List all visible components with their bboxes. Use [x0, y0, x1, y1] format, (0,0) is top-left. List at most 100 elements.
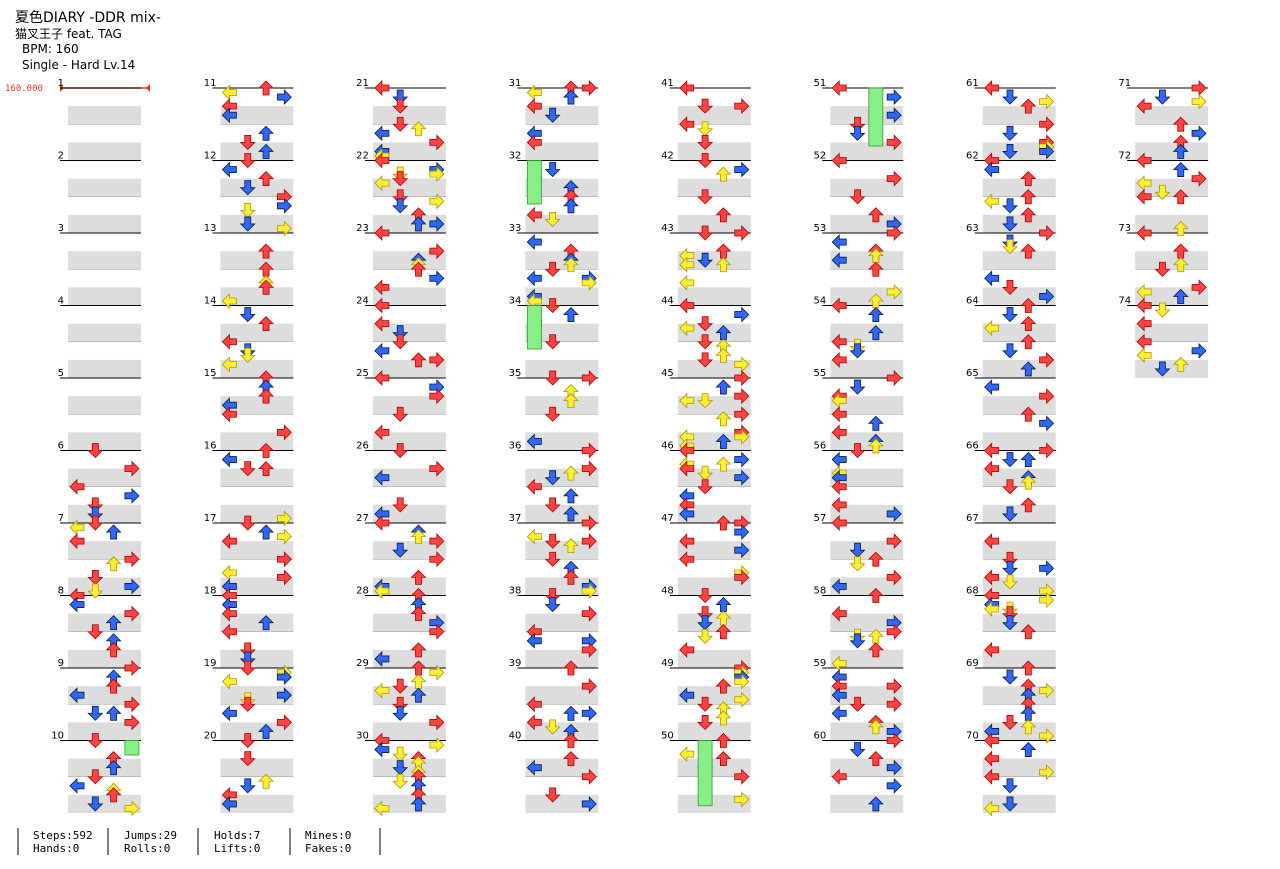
beat-stripe [982, 396, 1056, 415]
arrow [831, 80, 847, 96]
arrow [374, 515, 390, 531]
measure-number: 20 [204, 731, 217, 742]
arrow [392, 198, 409, 214]
measure-number: 29 [356, 658, 369, 669]
arrow [87, 497, 104, 513]
arrow [221, 356, 237, 373]
arrow [697, 465, 714, 481]
measure-number: 72 [1118, 151, 1131, 162]
arrow [734, 225, 750, 241]
arrow [87, 624, 104, 640]
arrow [276, 687, 292, 704]
arrow [544, 107, 561, 123]
beat-stripe [677, 722, 751, 741]
beat-stripe [677, 758, 751, 777]
arrow [831, 768, 847, 785]
beat-stripe [68, 613, 141, 632]
beat-stripe [830, 287, 904, 306]
beat-stripe [525, 323, 599, 342]
arrow [374, 152, 390, 169]
measure-number: 28 [356, 586, 369, 597]
arrow [239, 778, 256, 794]
arrow [276, 424, 292, 441]
arrow [831, 252, 847, 269]
arrow [1020, 334, 1037, 350]
arrow [831, 234, 847, 251]
stat: Jumps:29 [124, 829, 177, 842]
beat-stripe [68, 794, 141, 813]
arrow [734, 451, 750, 468]
arrow [562, 705, 579, 721]
arrow [374, 583, 390, 599]
arrow [886, 732, 902, 749]
beat-stripe [677, 396, 751, 415]
arrow [849, 542, 866, 558]
arrow [1002, 343, 1018, 359]
arrow [1020, 316, 1037, 332]
arrow [392, 89, 409, 105]
measure-number: 10 [51, 731, 64, 742]
arrow [734, 569, 750, 586]
beat-stripe [68, 359, 141, 378]
arrow [105, 615, 122, 631]
arrow [429, 351, 445, 368]
measure-number: 7 [58, 513, 64, 524]
arrow [544, 298, 561, 314]
arrow [69, 533, 85, 550]
measure-number: 8 [58, 586, 64, 597]
beat-stripe [68, 323, 141, 342]
arrow [239, 696, 256, 712]
measure-number: 31 [509, 78, 522, 89]
measure-number: 42 [661, 151, 674, 162]
arrow [886, 107, 902, 124]
arrow [867, 261, 884, 277]
arrow [886, 623, 902, 640]
arrow [984, 379, 1000, 396]
beat-stripe [220, 396, 294, 415]
beat-stripe [525, 359, 599, 378]
arrow [1136, 152, 1152, 169]
arrow [867, 325, 884, 341]
measure-number: 49 [661, 658, 674, 669]
arrow [734, 428, 750, 445]
arrow [831, 351, 847, 368]
measure-number: 39 [509, 658, 522, 669]
arrow [581, 274, 597, 291]
arrow [679, 746, 695, 763]
beat-stripe [677, 178, 751, 197]
stat: Fakes:0 [305, 842, 351, 855]
arrow [1002, 551, 1018, 567]
measure-number: 35 [509, 368, 522, 379]
measure-number: 6 [58, 441, 64, 452]
beat-stripe [830, 758, 904, 777]
beat-stripe [68, 106, 141, 125]
arrow [124, 696, 140, 713]
arrow [124, 460, 140, 477]
arrow [544, 334, 561, 350]
arrow [392, 773, 409, 789]
hold [526, 160, 542, 205]
arrow [715, 379, 732, 395]
arrow [734, 691, 750, 708]
arrow [867, 551, 884, 567]
arrow [124, 578, 140, 595]
measure-number: 36 [509, 441, 522, 452]
beat-stripe [982, 214, 1056, 233]
beat-stripe [525, 178, 599, 197]
arrow [1020, 98, 1037, 114]
arrow [1020, 719, 1037, 735]
beat-stripe [830, 577, 904, 596]
beat-stripe [982, 649, 1056, 668]
arrow [831, 152, 847, 169]
arrow [429, 193, 445, 210]
arrow [1191, 125, 1207, 142]
arrow [374, 741, 390, 758]
arrow [69, 687, 85, 704]
arrow [679, 297, 695, 314]
measure-number: 56 [814, 441, 827, 452]
arrow [276, 569, 292, 586]
measure-number: 60 [814, 731, 827, 742]
measure-number: 30 [356, 731, 369, 742]
measure-number: 17 [204, 513, 217, 524]
arrow [679, 320, 695, 337]
